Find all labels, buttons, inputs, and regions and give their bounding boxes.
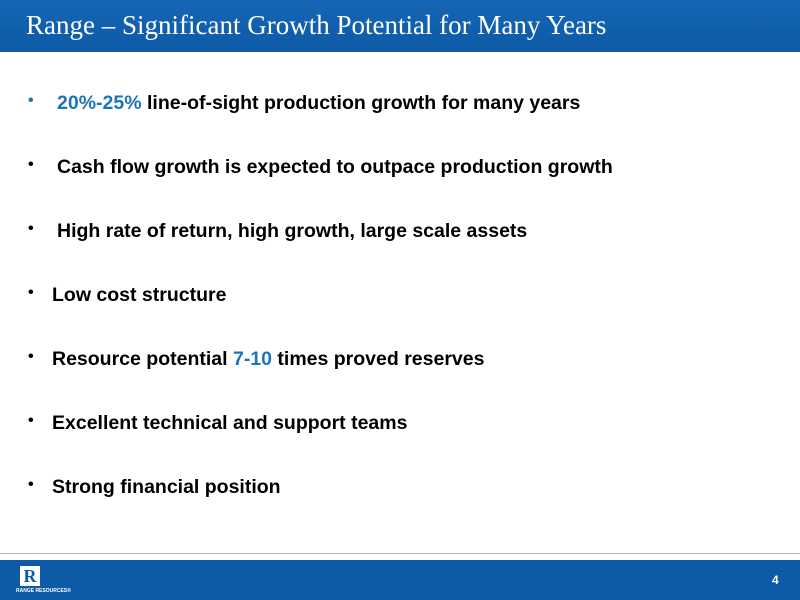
bullet-item: • Strong financial position	[0, 472, 800, 502]
page-number: 4	[772, 573, 779, 587]
bullet-item: • High rate of return, high growth, large…	[0, 216, 800, 246]
bullet-dot: •	[28, 220, 34, 237]
bullet-dot: •	[28, 156, 34, 173]
bullet-text: Strong financial position	[52, 476, 281, 499]
text-segment: 7-10	[232, 348, 272, 370]
text-segment: line-of-sight production growth for many…	[141, 92, 581, 114]
text-segment: Excellent technical and support teams	[52, 412, 408, 434]
logo-text: RANGE RESOURCES®	[16, 588, 71, 594]
bullet-text: Resource potential 7-10 times proved res…	[52, 348, 484, 371]
bullet-item: • 20%-25% line-of-sight production growth…	[0, 88, 800, 118]
text-segment: Low cost structure	[52, 284, 227, 306]
text-segment: Resource potential	[52, 348, 233, 370]
bullet-item: • Low cost structure	[0, 280, 800, 310]
bullet-item: • Cash flow growth is expected to outpace…	[0, 152, 800, 182]
bullet-item: • Resource potential 7-10 times proved re…	[0, 344, 800, 374]
bullet-text: Low cost structure	[52, 284, 226, 307]
text-segment: 20%-25%	[57, 92, 142, 114]
text-segment: High rate of return, high growth, large …	[57, 220, 528, 242]
slide-title: Range – Significant Growth Potential for…	[26, 10, 607, 40]
bullet-text: Cash flow growth is expected to outpace …	[57, 156, 613, 179]
bullet-dot: •	[28, 92, 34, 109]
bullet-item: • Excellent technical and support teams	[0, 408, 800, 438]
text-segment: times proved reserves	[272, 348, 485, 370]
bullet-text: 20%-25% line-of-sight production growth …	[57, 92, 580, 115]
bullet-dot: •	[28, 348, 34, 365]
bullet-dot: •	[28, 284, 34, 301]
logo-icon: R	[20, 566, 40, 586]
footer-bar: R RANGE RESOURCES® 4	[0, 560, 800, 600]
text-segment: Strong financial position	[52, 476, 281, 498]
footer-rule	[0, 553, 800, 554]
header-bar: Range – Significant Growth Potential for…	[0, 0, 800, 52]
bullet-dot: •	[28, 412, 34, 429]
bullet-text: High rate of return, high growth, large …	[57, 220, 527, 243]
text-segment: Cash flow growth is expected to outpace …	[57, 156, 613, 178]
bullet-dot: •	[28, 476, 34, 493]
bullet-text: Excellent technical and support teams	[52, 412, 407, 435]
